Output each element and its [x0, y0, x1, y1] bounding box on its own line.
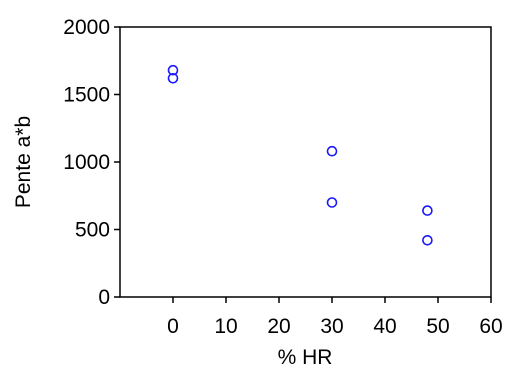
data-point: [167, 73, 179, 84]
x-axis-label: % HR: [278, 346, 333, 369]
data-point: [422, 235, 433, 246]
x-tick-label: 40: [373, 315, 396, 338]
data-point: [326, 197, 338, 208]
data-point: [422, 205, 433, 216]
x-tick-label: 0: [167, 315, 179, 338]
y-axis-ticks: 0 500 1000 1500 2000: [63, 16, 120, 309]
x-tick-label: 20: [267, 315, 290, 338]
y-tick-label: 2000: [63, 16, 110, 39]
data-point: [326, 145, 338, 157]
x-axis-ticks: 0 10 20 30 40 50 60: [167, 297, 503, 338]
x-tick-label: 50: [426, 315, 449, 338]
y-tick-label: 0: [98, 286, 110, 309]
x-tick-label: 30: [320, 315, 343, 338]
y-tick-label: 500: [75, 219, 110, 242]
y-tick-label: 1000: [63, 151, 110, 174]
x-tick-label: 10: [214, 315, 237, 338]
y-tick-label: 1500: [63, 84, 110, 107]
data-point: [167, 64, 179, 76]
data-points: [167, 64, 433, 246]
x-tick-label: 60: [479, 315, 502, 338]
y-axis-label: Pente a*b: [12, 116, 35, 208]
